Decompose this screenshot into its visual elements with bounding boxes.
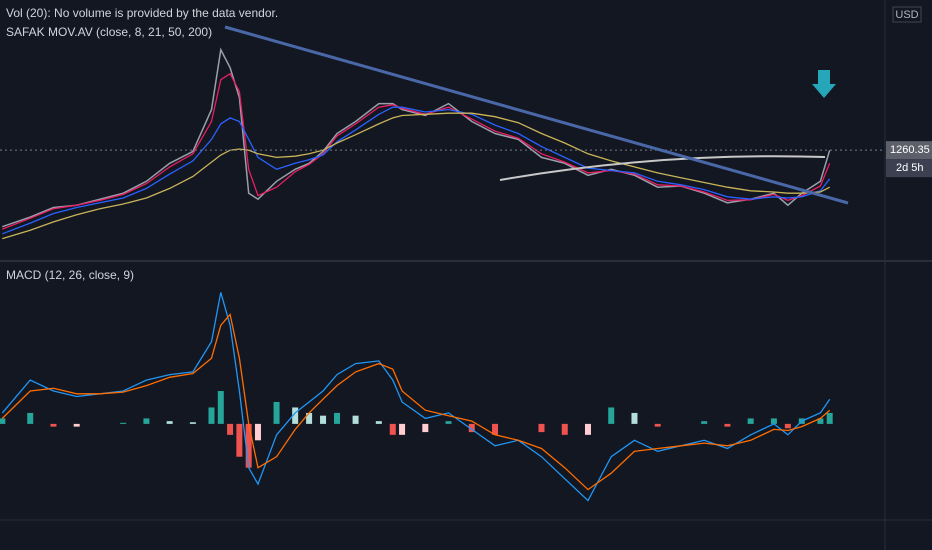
histogram-bar [770, 418, 777, 424]
histogram-bar [375, 421, 382, 424]
histogram-bar [143, 418, 150, 424]
histogram-bar [826, 412, 833, 424]
histogram-bar [236, 423, 243, 457]
histogram-bar [254, 423, 261, 441]
histogram-bar [0, 418, 6, 424]
histogram-bar [631, 412, 638, 424]
macd-label: MACD (12, 26, close, 9) [6, 268, 134, 282]
volume-note: Vol (20): No volume is provided by the d… [6, 6, 278, 20]
histogram-bar [561, 423, 568, 435]
price-box [886, 141, 932, 160]
series-line [1, 292, 831, 502]
series-line [2, 47, 831, 228]
histogram-bar [701, 421, 708, 424]
histogram-bar [189, 422, 196, 424]
histogram-bar [273, 401, 280, 424]
countdown: 2d 5h [896, 162, 924, 174]
histogram-bar [608, 407, 615, 424]
histogram-bar [27, 412, 34, 424]
histogram-bar [389, 423, 396, 435]
histogram-bar [217, 391, 224, 424]
histogram-bar [584, 423, 591, 435]
histogram-bar [422, 423, 429, 433]
trend-line [224, 25, 849, 205]
histogram-bar [654, 423, 661, 427]
countdown-box [886, 159, 932, 178]
series-line [1, 312, 831, 491]
series-line [2, 112, 830, 240]
series-line [2, 106, 831, 235]
labels-layer: 1260.35 2d 5h [886, 141, 932, 178]
histogram-bar [352, 415, 359, 424]
histogram-bar [784, 423, 791, 429]
histogram-bar [208, 407, 215, 424]
histogram-bar [445, 421, 452, 424]
histogram-bar [492, 423, 499, 435]
histogram-bar [747, 418, 754, 424]
histogram-bar [538, 423, 545, 433]
histogram-bar [399, 423, 406, 435]
trend-arc [499, 155, 826, 181]
histogram-bar [468, 423, 475, 433]
histogram-bar [817, 418, 824, 424]
histogram-bar [245, 423, 252, 468]
histogram-bar [73, 423, 80, 427]
currency: USD [895, 9, 918, 21]
histogram-bar [320, 415, 327, 424]
histogram-bar [166, 421, 173, 424]
histogram-bar [306, 412, 313, 424]
currency-box [892, 6, 922, 23]
histogram-bar [227, 423, 234, 435]
histogram-bar [50, 423, 57, 427]
histogram-bar [120, 422, 127, 424]
histogram-bar [333, 412, 340, 424]
arrow-icon [812, 70, 836, 98]
histogram-bar [724, 423, 731, 427]
marks-layer [0, 47, 885, 502]
histogram-bar [292, 407, 299, 424]
indicator-label: SAFAK MOV.AV (close, 8, 21, 50, 200) [6, 25, 212, 39]
series-line [2, 72, 831, 230]
last-price-label: 1260.35 [890, 144, 930, 156]
